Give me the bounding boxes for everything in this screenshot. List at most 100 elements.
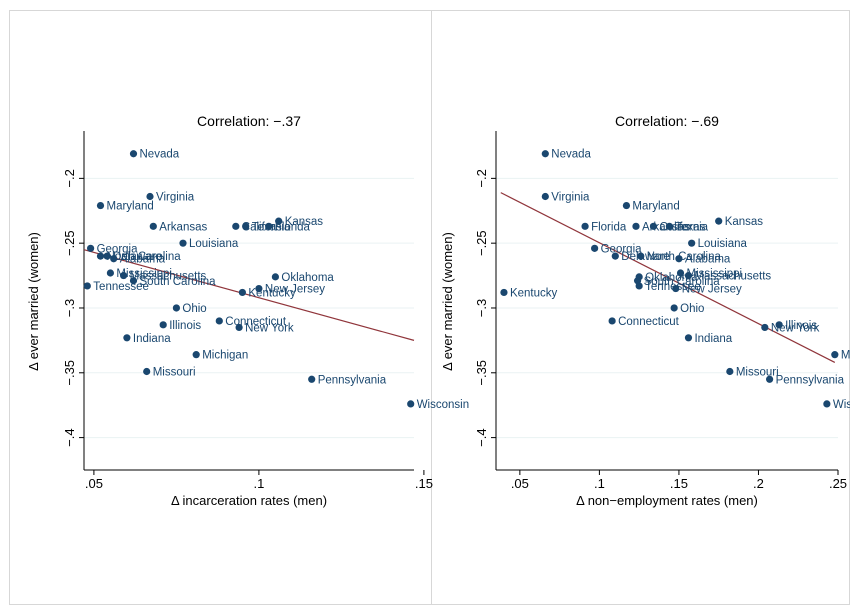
data-point — [120, 271, 128, 280]
y-tick-label: −.25 — [62, 230, 77, 256]
data-point-label: Connecticut — [618, 316, 680, 328]
data-point-label: New Jersey — [265, 284, 325, 296]
data-point — [110, 255, 118, 263]
data-point-label: Georgia — [601, 243, 643, 255]
data-point — [103, 252, 111, 260]
data-point-label: New York — [245, 322, 294, 334]
data-point-label: Pennsylvania — [318, 374, 387, 386]
x-tick-label: .15 — [415, 476, 433, 491]
data-point — [275, 217, 283, 225]
data-point — [265, 222, 273, 230]
data-point — [238, 288, 246, 297]
data-point — [149, 222, 157, 230]
data-point — [235, 323, 243, 332]
y-tick-label: −.35 — [62, 360, 77, 386]
data-point — [684, 334, 693, 342]
y-tick-label: −.25 — [474, 230, 489, 256]
data-point-label: Virginia — [551, 192, 590, 204]
y-tick-label: −.2 — [474, 169, 489, 187]
data-point-label: Massachusetts — [694, 271, 771, 283]
y-tick-label: −.35 — [474, 360, 489, 386]
data-point — [123, 334, 131, 342]
data-point-label: Louisiana — [698, 238, 748, 250]
data-point — [632, 222, 640, 230]
data-point-label: Indiana — [694, 333, 732, 345]
data-point-label: North Carolina — [647, 251, 722, 263]
data-point — [407, 400, 415, 408]
data-point — [637, 252, 645, 260]
data-point — [129, 150, 138, 158]
data-point-label: Florida — [275, 221, 311, 233]
data-point — [500, 288, 508, 297]
data-point-label: Missouri — [153, 366, 196, 378]
data-point-label: Michigan — [202, 350, 248, 362]
data-point — [179, 239, 187, 247]
data-point-label: Kansas — [285, 216, 324, 228]
data-point — [726, 367, 734, 376]
data-point-label: Oklahoma — [281, 272, 334, 284]
data-point — [271, 273, 279, 281]
data-point-label: Indiana — [133, 333, 171, 345]
y-tick-label: −.4 — [62, 428, 77, 446]
data-point-label: Florida — [591, 221, 627, 233]
data-point — [672, 284, 680, 293]
data-point-label: Maryland — [107, 201, 154, 213]
data-point — [83, 282, 91, 290]
data-point-label: South Carolina — [644, 276, 721, 288]
data-point — [581, 222, 589, 230]
data-point — [775, 321, 783, 329]
x-tick-label: .1 — [253, 476, 264, 491]
data-point — [611, 252, 619, 260]
data-point-label: Pennsylvania — [776, 374, 845, 386]
data-point — [96, 252, 105, 260]
data-point-label: Nevada — [140, 149, 180, 161]
data-point — [831, 351, 839, 359]
data-point — [96, 201, 105, 210]
data-point — [172, 304, 180, 312]
data-point-label: Missouri — [736, 366, 779, 378]
data-point-label: South Carolina — [140, 276, 217, 288]
x-tick-label: .25 — [829, 476, 847, 491]
x-tick-label: .15 — [670, 476, 688, 491]
data-point-label: Michigan — [841, 350, 850, 362]
data-point — [675, 255, 683, 263]
data-point-label: Mississippi — [116, 268, 172, 280]
data-point-label: Tennessee — [93, 281, 149, 293]
data-point-label: Kentucky — [510, 287, 558, 299]
data-point — [608, 317, 616, 325]
x-axis-title: Δ non−employment rates (men) — [576, 493, 758, 508]
data-point-label: Maryland — [632, 201, 679, 213]
data-point-label: Massachusetts — [130, 271, 207, 283]
x-tick-label: .05 — [511, 476, 529, 491]
data-point — [106, 269, 114, 277]
x-tick-label: .05 — [85, 476, 103, 491]
x-tick-label: .1 — [594, 476, 605, 491]
chart-panel-non-employment: −.2 −.25 −.3 −.35 −.4 .05 .1 .15 .2 .25 Correlatio… — [440, 113, 850, 508]
data-point — [541, 150, 549, 158]
data-point-label: Kentucky — [248, 287, 296, 299]
data-point-label: New York — [771, 322, 820, 334]
chart-title: Correlation: −.69 — [615, 113, 719, 129]
data-point — [823, 400, 831, 408]
data-point — [232, 222, 240, 230]
data-point — [688, 239, 696, 247]
data-point — [761, 323, 769, 332]
data-point — [766, 375, 774, 383]
x-axis-title: Δ incarceration rates (men) — [171, 493, 327, 508]
data-point-label: North Carolina — [107, 251, 182, 263]
data-point-label: Delaware — [113, 251, 162, 263]
data-point — [192, 351, 200, 359]
chart-panel-incarceration: −.2 −.25 −.3 −.35 −.4 .05 .1 .15 Correlation: −.… — [26, 113, 469, 508]
data-point — [715, 217, 723, 225]
data-point-label: Ohio — [182, 303, 206, 315]
data-point-label: Ohio — [680, 303, 704, 315]
y-axis-title: Δ ever married (women) — [440, 232, 455, 371]
data-point — [676, 269, 685, 277]
data-point — [159, 321, 167, 329]
data-point — [670, 304, 678, 312]
data-point — [87, 244, 95, 252]
data-point-label: Nevada — [551, 149, 591, 161]
y-tick-label: −.3 — [62, 299, 77, 317]
data-point — [541, 192, 549, 201]
chart-title: Correlation: −.37 — [197, 113, 301, 129]
